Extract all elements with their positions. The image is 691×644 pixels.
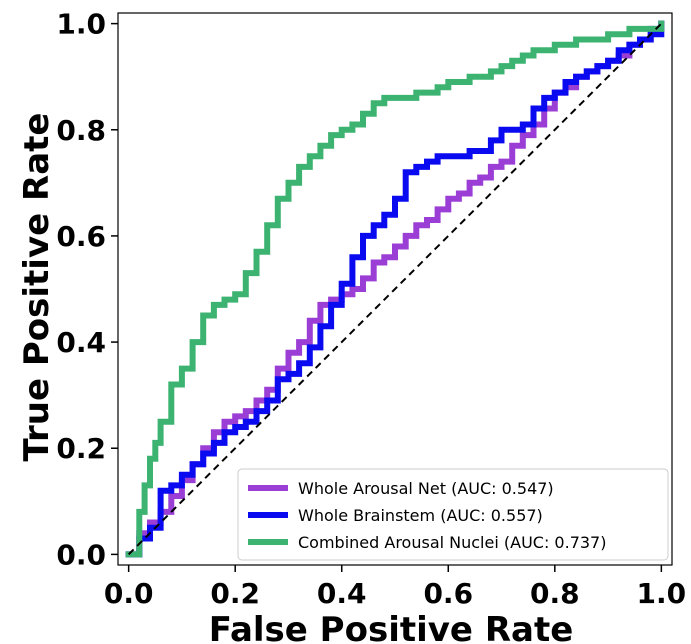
x-tick-label: 0.4 <box>317 577 367 610</box>
x-tick-label: 0.8 <box>530 577 580 610</box>
axes: 0.0 0.2 0.4 0.6 0.8 1.0 0.0 0.2 0.4 0.6 0.8 1.0 <box>56 8 686 610</box>
plot-area <box>125 20 665 558</box>
series-line-2 <box>125 20 665 558</box>
series-line-3 <box>125 20 665 558</box>
x-tick-label: 0.0 <box>104 577 154 610</box>
x-tick-label: 0.6 <box>423 577 473 610</box>
y-tick-label: 0.2 <box>56 432 106 465</box>
legend: Whole Arousal Net (AUC: 0.547) Whole Brai… <box>237 468 669 561</box>
x-tick-label: 1.0 <box>637 577 687 610</box>
y-axis-label: True Positive Rate <box>17 113 57 462</box>
y-tick-label: 0.4 <box>56 326 106 359</box>
legend-label: Combined Arousal Nuclei (AUC: 0.737) <box>298 533 606 552</box>
legend-label: Whole Brainstem (AUC: 0.557) <box>298 506 543 525</box>
y-tick-label: 0.0 <box>56 538 106 571</box>
plot-frame <box>117 12 673 566</box>
y-tick-label: 1.0 <box>56 8 106 41</box>
reference-diagonal <box>127 22 663 556</box>
y-tick-label: 0.8 <box>56 114 106 147</box>
x-axis-label: False Positive Rate <box>209 610 574 644</box>
x-tick-label: 0.2 <box>210 577 260 610</box>
legend-box <box>237 468 669 561</box>
y-tick-label: 0.6 <box>56 220 106 253</box>
legend-label: Whole Arousal Net (AUC: 0.547) <box>298 479 554 498</box>
